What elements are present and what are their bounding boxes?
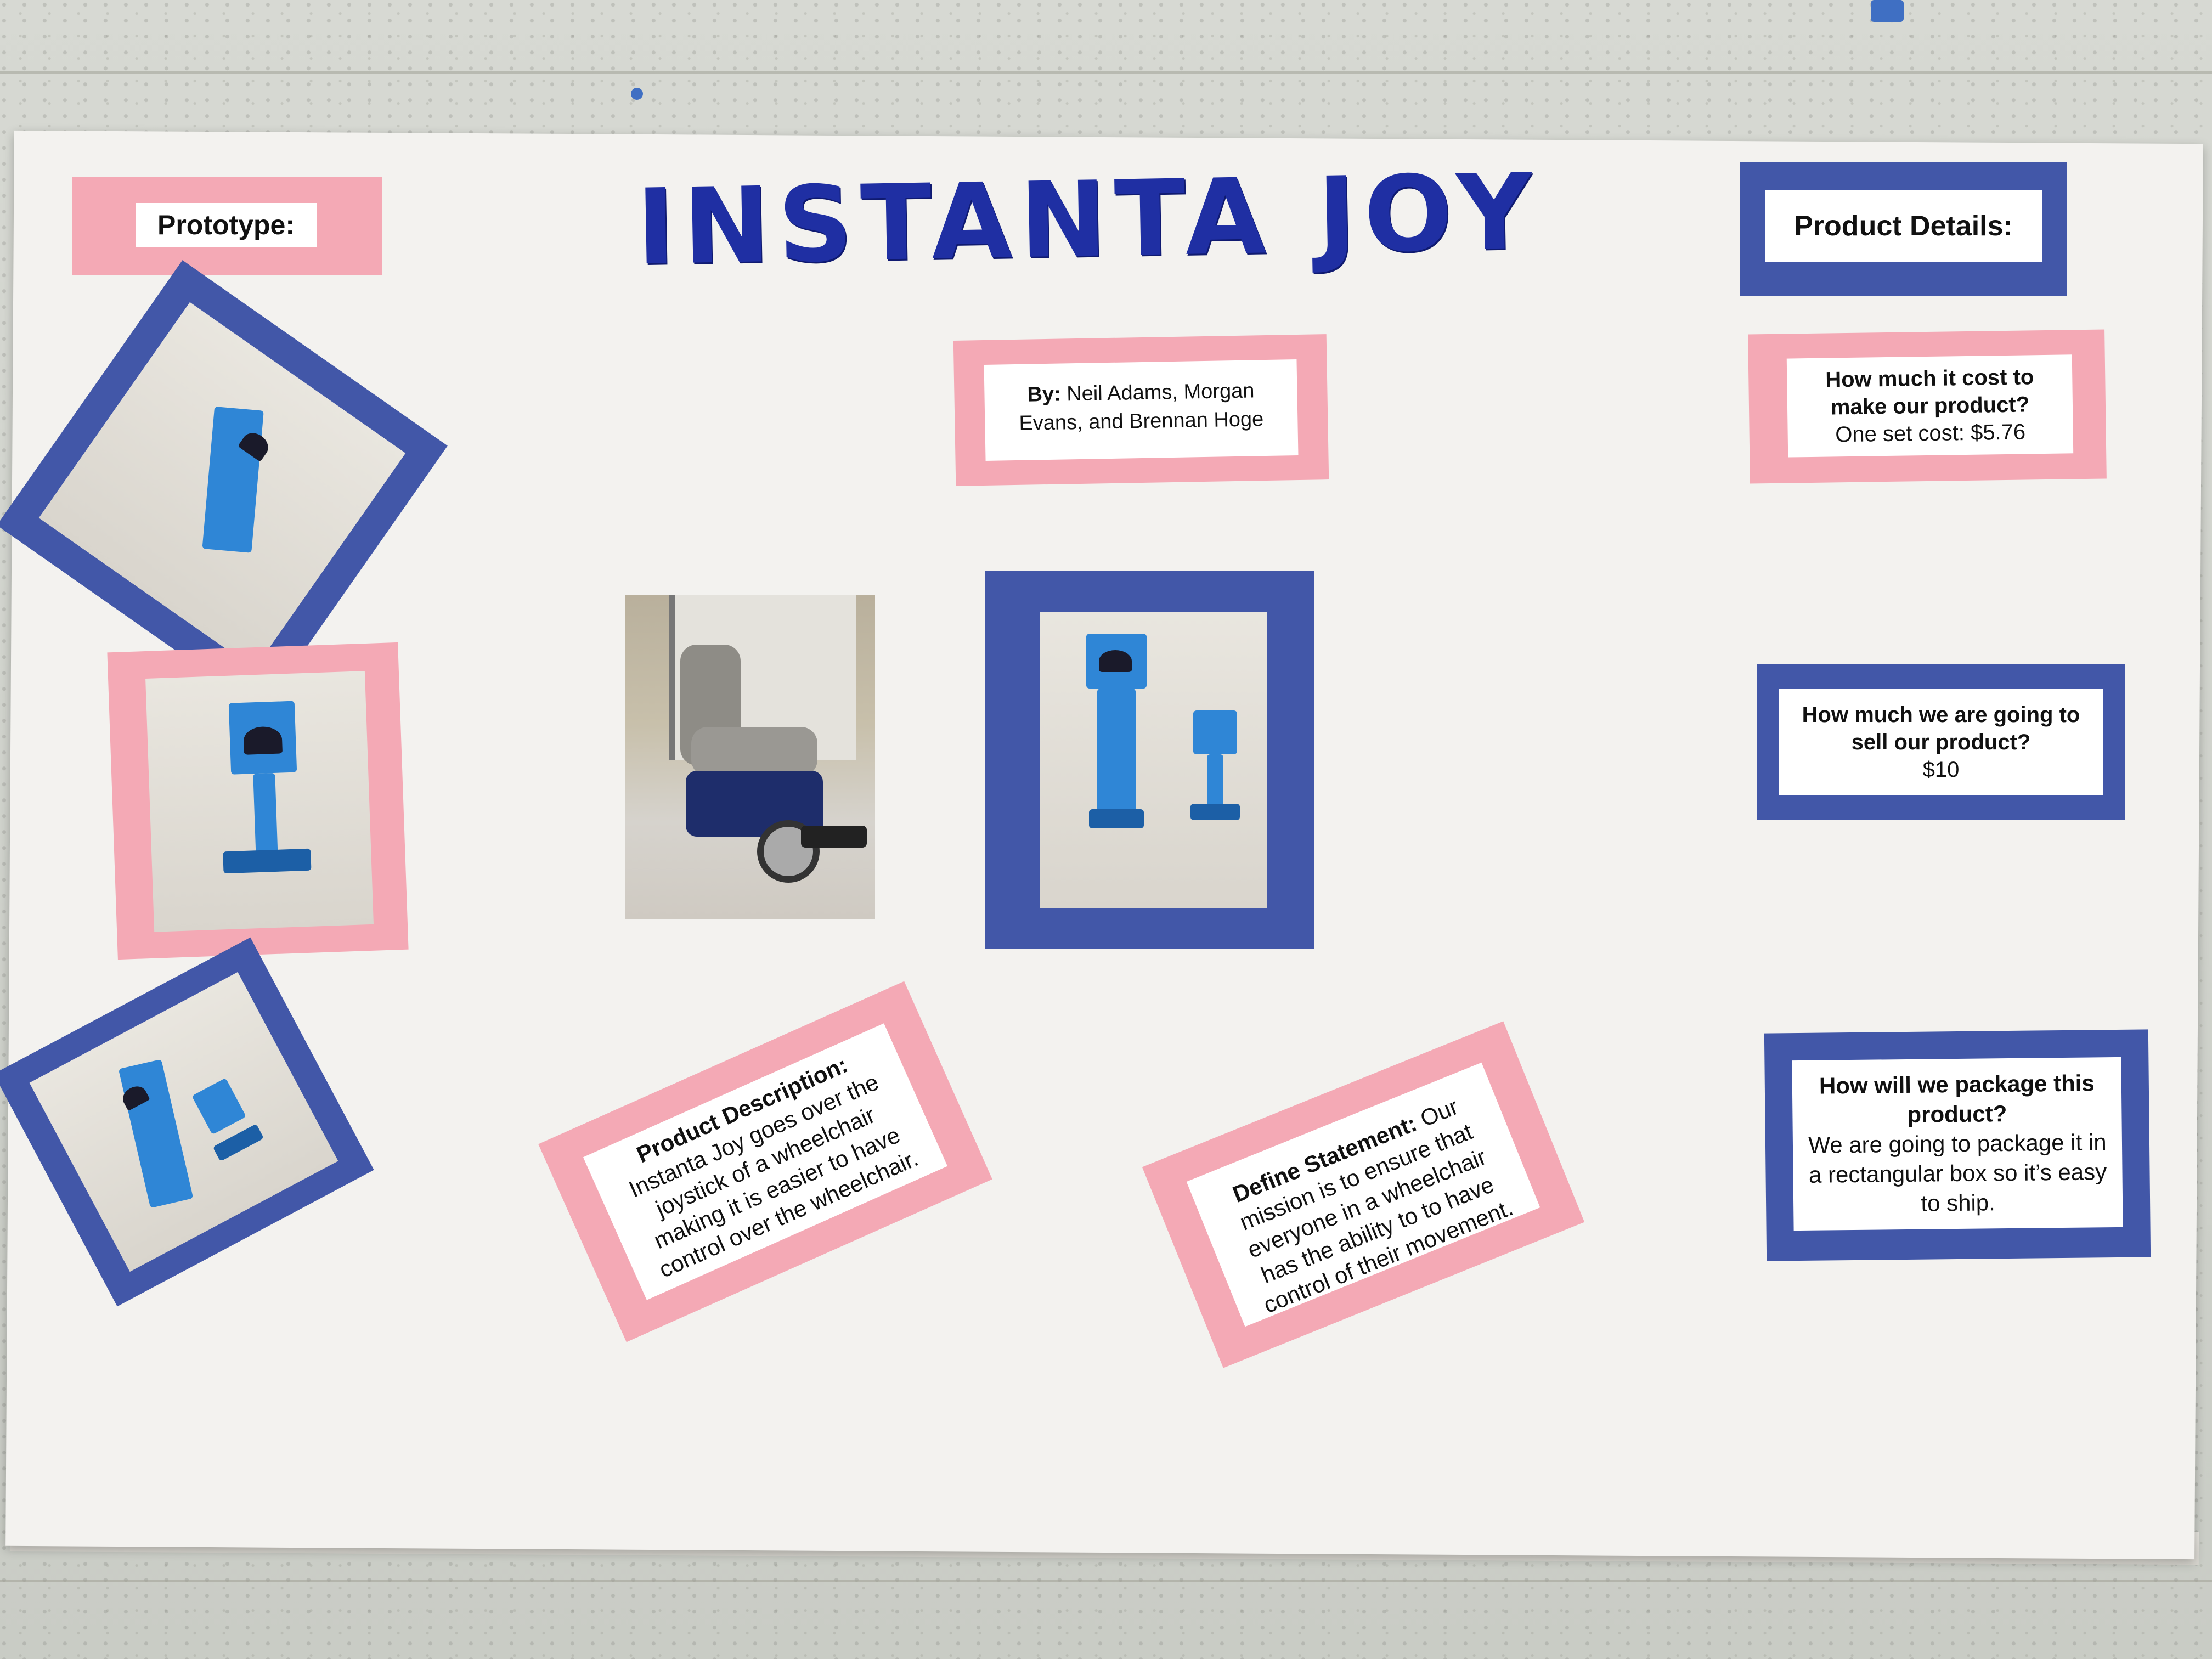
prototype-stem [1207, 754, 1223, 809]
prototype-hole [1099, 650, 1132, 672]
prototype-photo-center [1040, 612, 1267, 908]
price-answer: $10 [1922, 757, 1960, 782]
prototype-hole [243, 726, 283, 755]
prototype-label-card: Prototype: [72, 177, 382, 275]
prototype-photo-frame-2 [107, 642, 409, 960]
poster-title: INSTANTA JOY [635, 151, 1541, 289]
authors-label: By: [1027, 382, 1062, 407]
prototype-base [1089, 809, 1144, 828]
prototype-base [1190, 804, 1240, 820]
prototype-stem [253, 772, 278, 856]
price-card: How much we are going to sell our produc… [1757, 664, 2125, 820]
blue-tape-mark [1871, 0, 1904, 22]
tile-seam [0, 1580, 2212, 1582]
authors-text-box: By: Neil Adams, Morgan Evans, and Brenna… [984, 359, 1299, 461]
prototype-tower [1097, 689, 1136, 815]
prototype-photo-2 [145, 671, 374, 932]
cost-answer: One set cost: $5.76 [1835, 420, 2026, 447]
prototype-cube-small [1193, 710, 1237, 754]
package-text-box: How will we package this product? We are… [1792, 1057, 2123, 1231]
chair-footrest [801, 826, 867, 848]
cost-question: How much it cost to make our product? [1825, 365, 2034, 420]
prototype-tower [118, 1059, 194, 1209]
prototype-cube [191, 1077, 246, 1135]
chair-seat [691, 727, 817, 776]
package-answer: We are going to package it in a rectangu… [1808, 1129, 2107, 1216]
cost-card: How much it cost to make our product? On… [1748, 329, 2107, 484]
authors-card: By: Neil Adams, Morgan Evans, and Brenna… [953, 334, 1329, 486]
package-card: How will we package this product? We are… [1764, 1029, 2151, 1261]
tile-seam [0, 71, 2212, 74]
price-text-box: How much we are going to sell our produc… [1779, 689, 2103, 795]
cost-text-box: How much it cost to make our product? On… [1786, 354, 2074, 458]
package-question: How will we package this product? [1819, 1070, 2095, 1127]
prototype-base [223, 848, 312, 874]
product-details-label: Product Details: [1765, 190, 2042, 262]
product-details-label-card: Product Details: [1740, 162, 2067, 296]
wheelchair-photo [625, 595, 875, 919]
blue-tape-mark [631, 88, 643, 100]
price-question: How much we are going to sell our produc… [1802, 702, 2080, 754]
prototype-tower [202, 406, 264, 553]
prototype-label: Prototype: [136, 203, 317, 247]
prototype-photo-frame-center [985, 571, 1314, 949]
